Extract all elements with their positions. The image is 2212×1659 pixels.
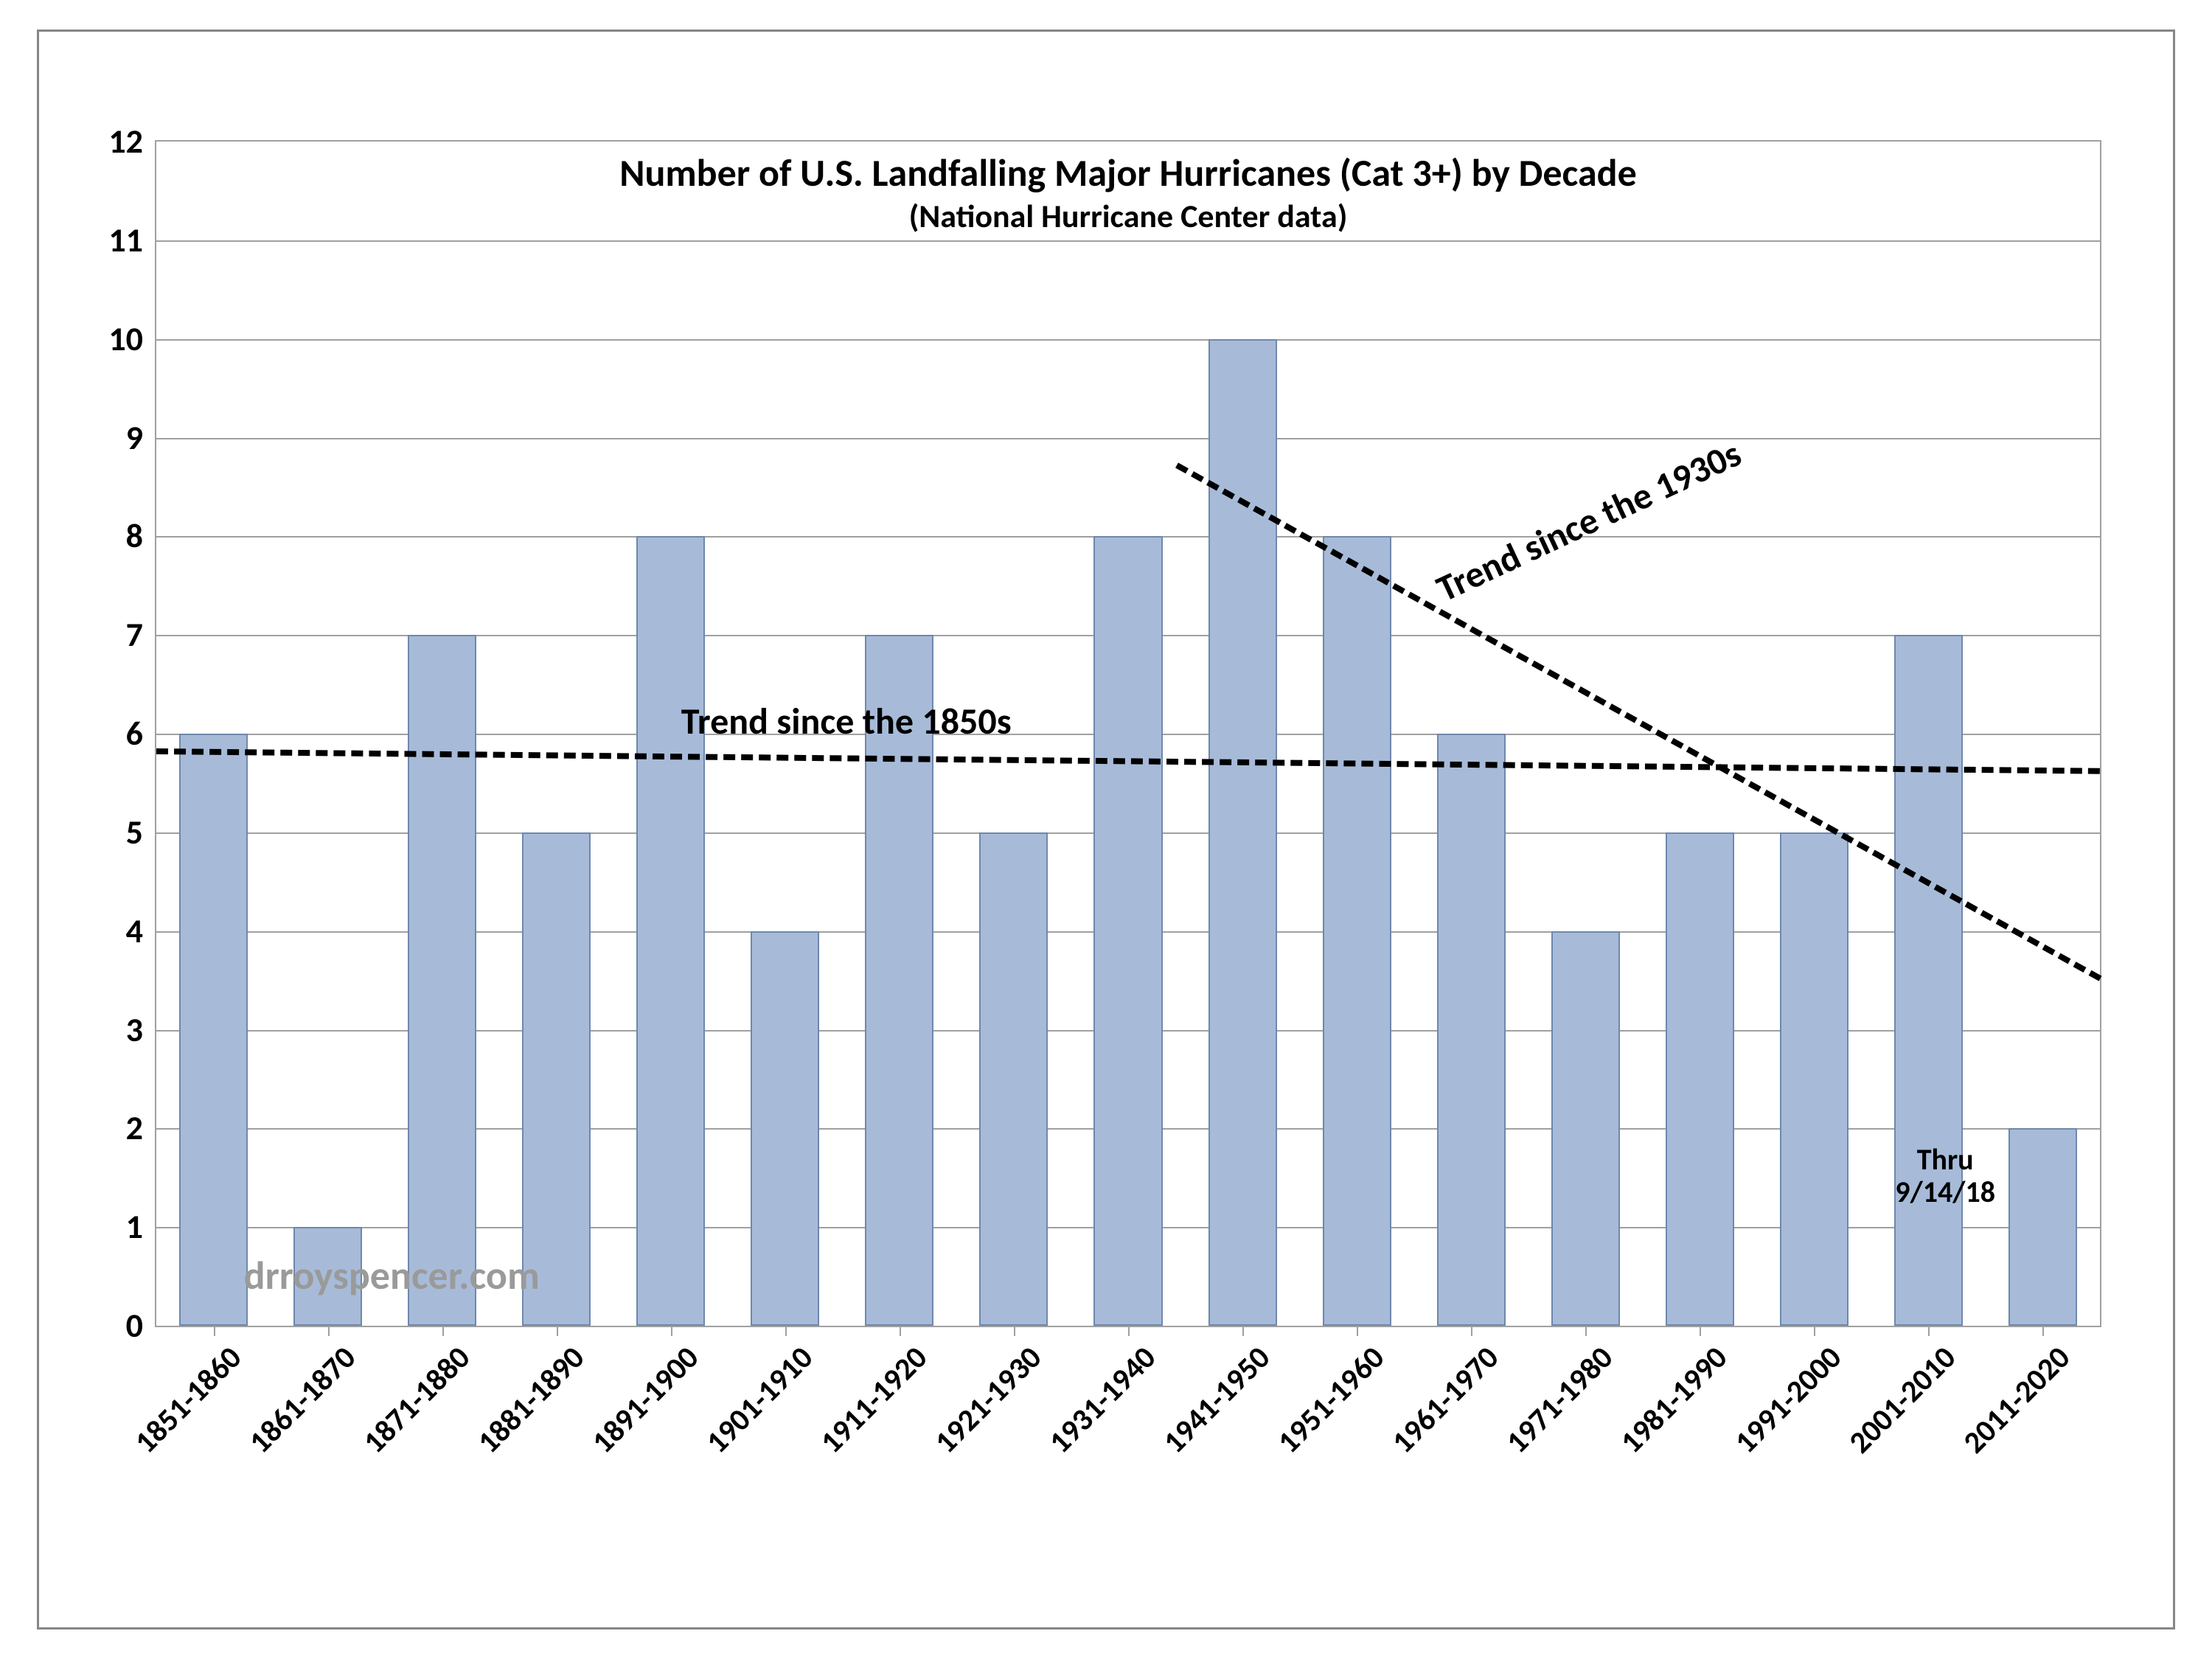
bar <box>1666 832 1734 1326</box>
chart-wrap: Number of U.S. Landfalling Major Hurrica… <box>74 140 2101 1489</box>
x-tick-mark <box>1928 1326 1930 1336</box>
bar <box>408 635 476 1326</box>
chart-title-block: Number of U.S. Landfalling Major Hurrica… <box>619 149 1637 236</box>
bar <box>1894 635 1963 1326</box>
x-tick-mark <box>2042 1326 2044 1336</box>
y-tick-label: 9 <box>126 417 156 459</box>
grid-line <box>156 240 2100 242</box>
x-tick-mark <box>1585 1326 1587 1336</box>
x-tick-mark <box>1242 1326 1244 1336</box>
y-tick-label: 4 <box>126 911 156 952</box>
bar <box>636 536 705 1326</box>
bar <box>1323 536 1391 1326</box>
x-tick-mark <box>214 1326 215 1336</box>
x-tick-mark <box>671 1326 672 1336</box>
x-tick-mark <box>442 1326 444 1336</box>
y-tick-label: 5 <box>126 812 156 853</box>
y-tick-label: 0 <box>126 1305 156 1346</box>
chart-subtitle: (National Hurricane Center data) <box>619 196 1637 236</box>
x-tick-mark <box>328 1326 330 1336</box>
y-tick-label: 2 <box>126 1107 156 1149</box>
plot-area: Number of U.S. Landfalling Major Hurrica… <box>155 140 2101 1327</box>
x-tick-mark <box>1700 1326 1701 1336</box>
bar <box>751 931 819 1326</box>
chart-title: Number of U.S. Landfalling Major Hurrica… <box>619 149 1637 196</box>
y-tick-label: 6 <box>126 713 156 754</box>
y-tick-label: 10 <box>108 319 156 360</box>
y-tick-label: 7 <box>126 614 156 655</box>
x-tick-mark <box>1357 1326 1358 1336</box>
grid-line <box>156 339 2100 341</box>
y-tick-label: 12 <box>108 121 156 162</box>
bar <box>1437 734 1506 1326</box>
bar <box>2008 1128 2077 1326</box>
bar <box>979 832 1048 1326</box>
trend-label: Trend since the 1850s <box>681 699 1012 744</box>
watermark: drroyspencer.com <box>244 1251 540 1300</box>
x-tick-mark <box>1814 1326 1815 1336</box>
x-tick-mark <box>557 1326 558 1336</box>
x-tick-mark <box>1471 1326 1472 1336</box>
grid-line <box>156 438 2100 439</box>
y-tick-label: 11 <box>108 220 156 261</box>
data-note: Thru9/14/18 <box>1895 1144 1995 1208</box>
x-tick-mark <box>1014 1326 1015 1336</box>
x-tick-mark <box>785 1326 787 1336</box>
bar <box>1780 832 1848 1326</box>
y-tick-label: 3 <box>126 1009 156 1051</box>
trend-label: Trend since the 1930s <box>1430 431 1748 612</box>
chart-outer-frame: Number of U.S. Landfalling Major Hurrica… <box>0 0 2212 1659</box>
bar <box>1093 536 1162 1326</box>
x-tick-mark <box>900 1326 901 1336</box>
bar <box>1551 931 1620 1326</box>
y-tick-label: 1 <box>126 1206 156 1248</box>
x-tick-mark <box>1128 1326 1130 1336</box>
y-tick-label: 8 <box>126 515 156 557</box>
bar <box>179 734 248 1326</box>
